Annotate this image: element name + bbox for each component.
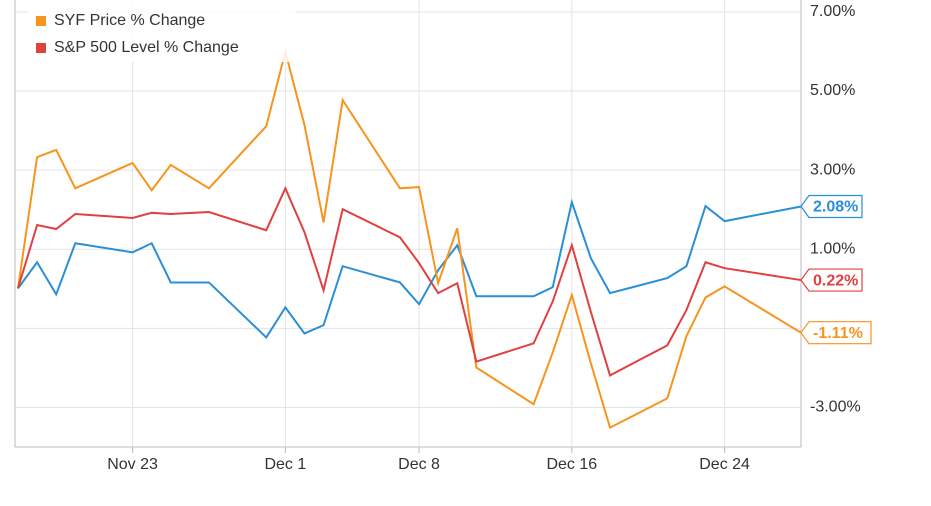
y-tick-label: 5.00% <box>810 82 855 99</box>
end-value-tag: 0.22% <box>800 268 863 292</box>
x-tick-label: Dec 1 <box>264 456 306 473</box>
x-tick-label: Dec 8 <box>398 456 440 473</box>
end-value-tag: 2.08% <box>800 194 863 219</box>
x-tick-label: Nov 23 <box>107 456 158 473</box>
legend-bg <box>28 0 296 62</box>
y-tick-label: -3.00% <box>810 399 861 416</box>
value-label: -1.11% <box>813 325 863 342</box>
legend-swatch <box>36 16 46 26</box>
tag-box <box>800 194 863 219</box>
legend-label: SYF Price % Change <box>54 12 205 29</box>
value-label: 2.08% <box>813 199 858 216</box>
end-value-tag: -1.11% <box>800 321 872 345</box>
x-tick-label: Dec 16 <box>546 456 597 473</box>
tag-box <box>800 321 872 345</box>
y-tick-label: 3.00% <box>810 161 855 178</box>
legend-swatch <box>36 43 46 53</box>
y-tick-label: 1.00% <box>810 240 855 257</box>
line <box>17 198 802 339</box>
legend-label: S&P 500 Level % Change <box>54 39 239 56</box>
value-label: 0.22% <box>813 272 858 289</box>
line <box>17 47 802 430</box>
line <box>17 185 802 377</box>
tag-box <box>800 268 863 292</box>
x-tick-label: Dec 24 <box>699 456 750 473</box>
y-tick-label: 7.00% <box>810 3 855 20</box>
legend: SYF Price % Change S&P 500 Level % Change <box>28 0 296 62</box>
